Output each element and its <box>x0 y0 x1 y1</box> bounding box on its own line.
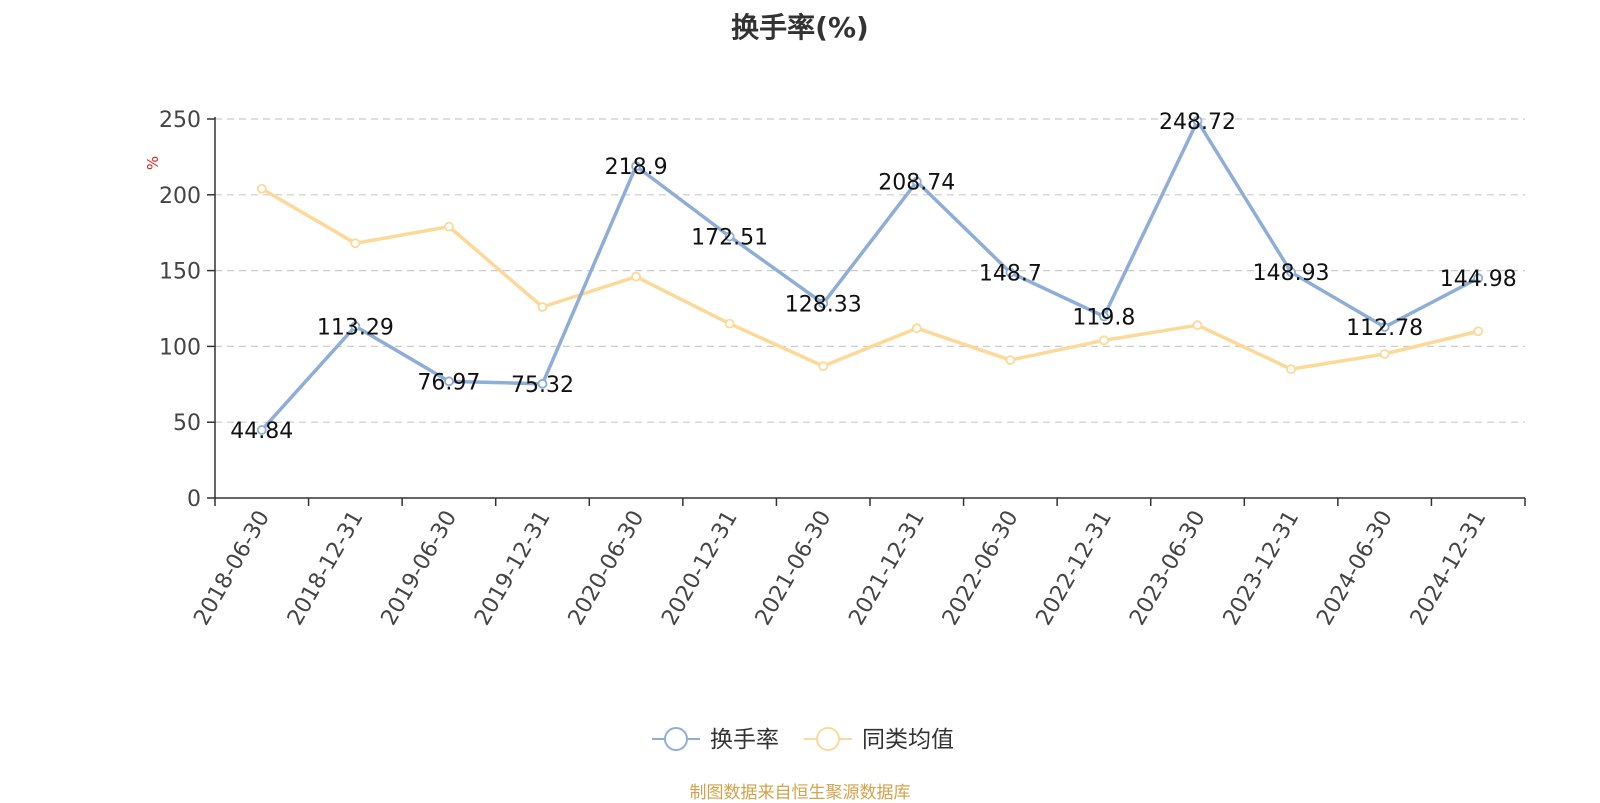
data-labels: 44.84 113.29 76.97 75.32 218.9 172.51 128.33 20… <box>230 110 1516 444</box>
data-label: 76.97 <box>417 370 480 395</box>
data-point <box>1099 311 1109 322</box>
data-label: 113.29 <box>317 315 394 340</box>
data-label: 148.7 <box>979 262 1042 287</box>
data-label: 172.51 <box>691 225 768 250</box>
data-point <box>1005 267 1016 278</box>
data-point <box>631 161 641 172</box>
data-point <box>1286 364 1296 375</box>
data-source-note: 制图数据来自恒生聚源数据库 <box>689 783 911 803</box>
x-tick-label: 2022-06-30 <box>938 507 1024 630</box>
data-point <box>911 176 922 187</box>
legend[interactable]: 换手率 同类均值 <box>652 727 954 753</box>
x-tick-label: 2019-06-30 <box>377 507 463 630</box>
data-point <box>1473 273 1484 284</box>
data-point <box>1286 267 1296 278</box>
legend-item-1[interactable]: 同类均值 <box>804 727 954 753</box>
data-point <box>1099 335 1109 346</box>
data-label: 218.9 <box>605 155 668 180</box>
data-point <box>911 323 922 334</box>
data-point <box>444 221 454 232</box>
y-tick-label: 0 <box>187 487 201 512</box>
data-point <box>350 321 361 332</box>
data-point <box>1473 326 1484 337</box>
legend-label: 同类均值 <box>862 727 954 753</box>
y-tick-label: 200 <box>159 184 201 209</box>
y-tick-label: 100 <box>159 335 201 360</box>
series-group <box>256 116 1484 435</box>
legend-marker <box>664 727 688 751</box>
x-tick-label: 2021-06-30 <box>751 507 837 630</box>
legend-item-0[interactable]: 换手率 <box>652 727 779 753</box>
data-point <box>631 271 641 282</box>
data-label: 112.78 <box>1346 316 1423 341</box>
x-tick-label: 2018-12-31 <box>283 507 369 630</box>
data-point <box>256 183 267 194</box>
x-tick-label: 2023-12-31 <box>1219 507 1305 630</box>
data-point <box>1005 355 1016 365</box>
x-tick-label: 2022-12-31 <box>1032 507 1118 630</box>
y-tick-label: 150 <box>159 260 201 285</box>
series-line-0 <box>260 119 1480 432</box>
x-tick-label: 2020-06-30 <box>564 507 650 630</box>
x-tick-label: 2019-12-31 <box>470 507 556 630</box>
x-tick-label: 2024-12-31 <box>1406 507 1492 630</box>
y-axis-label: % <box>144 156 162 170</box>
data-label: 128.33 <box>785 292 862 317</box>
data-point <box>818 361 829 372</box>
x-tick-label: 2023-06-30 <box>1125 507 1211 630</box>
data-point <box>1379 349 1390 359</box>
y-tick-label: 50 <box>173 411 201 436</box>
data-point <box>1192 320 1203 331</box>
data-point <box>537 302 548 312</box>
chart-title: 换手率(%) <box>731 11 869 44</box>
y-tick-label: 250 <box>159 108 201 133</box>
data-point <box>818 298 829 309</box>
x-tick-label: 2020-12-31 <box>657 507 743 630</box>
data-label: 119.8 <box>1072 305 1135 330</box>
data-point <box>1192 116 1203 126</box>
legend-marker <box>816 727 840 751</box>
data-point <box>256 425 267 435</box>
x-tick-label: 2024-06-30 <box>1312 507 1398 630</box>
legend-label: 换手率 <box>710 727 779 753</box>
data-point <box>537 378 548 389</box>
data-point <box>724 318 735 329</box>
data-point <box>1379 322 1390 332</box>
data-label: 148.93 <box>1253 261 1330 286</box>
x-tick-label: 2018-06-30 <box>189 507 275 630</box>
data-point <box>444 376 454 387</box>
data-label: 75.32 <box>511 373 574 398</box>
x-tick-label: 2021-12-31 <box>844 507 930 630</box>
data-label: 248.72 <box>1159 110 1236 135</box>
data-point <box>350 238 361 249</box>
data-label: 208.74 <box>878 171 955 196</box>
data-label: 144.98 <box>1440 267 1517 292</box>
series-line-1 <box>260 187 1479 371</box>
data-label: 44.84 <box>230 419 293 444</box>
data-point <box>724 231 735 242</box>
